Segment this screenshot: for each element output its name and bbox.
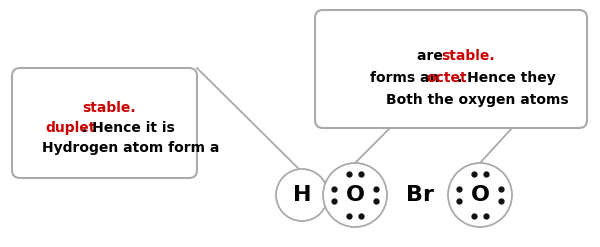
Ellipse shape (323, 163, 387, 227)
Text: stable.: stable. (82, 101, 136, 115)
Text: Hydrogen atom form a: Hydrogen atom form a (42, 141, 220, 155)
Text: octet: octet (426, 71, 467, 85)
FancyBboxPatch shape (12, 68, 197, 178)
Text: are: are (417, 49, 448, 63)
Text: forms an: forms an (370, 71, 445, 85)
Text: Both the oxygen atoms: Both the oxygen atoms (386, 93, 569, 107)
Text: O: O (470, 185, 490, 205)
Text: . Hence it is: . Hence it is (82, 121, 175, 135)
Ellipse shape (276, 169, 328, 221)
Text: O: O (346, 185, 365, 205)
Text: stable.: stable. (442, 49, 496, 63)
Text: . Hence they: . Hence they (457, 71, 556, 85)
Text: H: H (293, 185, 311, 205)
Ellipse shape (448, 163, 512, 227)
FancyBboxPatch shape (315, 10, 587, 128)
Text: Br: Br (406, 185, 434, 205)
Text: duplet: duplet (45, 121, 95, 135)
